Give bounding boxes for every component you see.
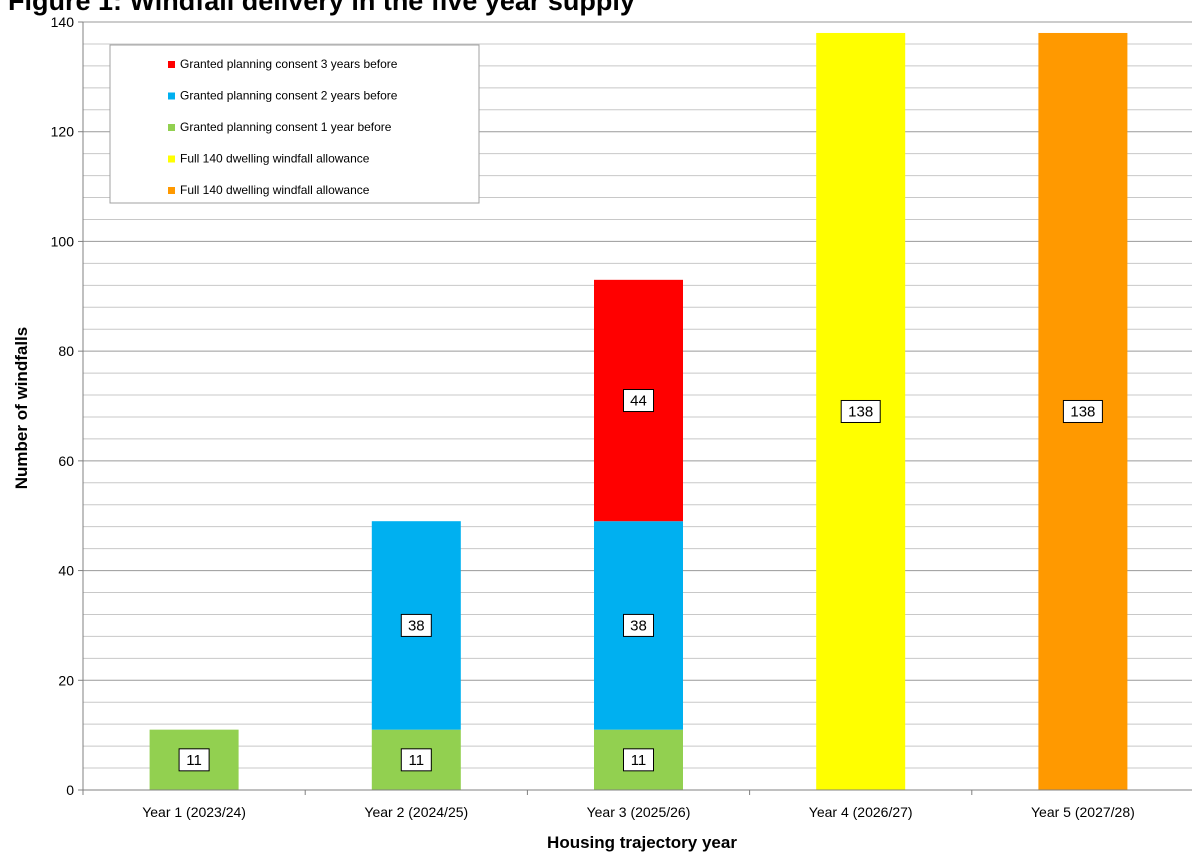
- legend-swatch: [168, 155, 175, 163]
- data-label: 138: [848, 403, 873, 420]
- legend-entry: Full 140 dwelling windfall allowance: [180, 183, 370, 197]
- data-label: 38: [408, 617, 425, 634]
- legend-entry: Granted planning consent 2 years before: [180, 89, 398, 103]
- data-label-box: [178, 748, 210, 772]
- legend-swatch: [168, 187, 175, 194]
- data-label: 11: [409, 752, 425, 769]
- axes: 0 20 40 60 80 100 120 140 Year 1 (2023/24) Year 2…: [51, 14, 1192, 820]
- x-tick-label: Year 1 (2023/24): [142, 804, 246, 820]
- y-tick-label: 100: [51, 233, 75, 249]
- x-tick-label: Year 5 (2027/28): [1031, 804, 1135, 820]
- legend-swatch: [168, 92, 175, 100]
- data-label: 11: [186, 752, 202, 769]
- data-label-box: [623, 748, 654, 772]
- data-label-box: [623, 389, 654, 413]
- chart-title: Figure 1: Windfall delivery in the five …: [8, 0, 635, 16]
- y-tick-label: 80: [58, 343, 74, 359]
- data-label-box: [1062, 399, 1103, 423]
- legend-entry: Granted planning consent 3 years before: [180, 57, 398, 71]
- y-tick-label: 20: [58, 672, 74, 688]
- data-label: 138: [1070, 403, 1095, 420]
- data-label-box: [400, 613, 432, 637]
- legend-entry: Granted planning consent 1 year before: [180, 120, 392, 134]
- y-tick-label: 60: [58, 453, 74, 469]
- data-labels: 11 11 38 11 38 44 138 138: [178, 389, 1103, 772]
- y-tick-label: 120: [51, 124, 75, 140]
- data-label: 38: [630, 617, 647, 634]
- data-label-box: [400, 748, 432, 772]
- x-tick-label: Year 3 (2025/26): [587, 804, 691, 820]
- legend-swatch: [168, 124, 175, 131]
- y-tick-label: 0: [66, 782, 74, 798]
- x-axis-title: Housing trajectory year: [547, 833, 737, 852]
- data-label: 11: [631, 752, 647, 769]
- x-tick-label: Year 4 (2026/27): [809, 804, 913, 820]
- legend-swatch: [168, 61, 175, 68]
- data-label-box: [840, 399, 881, 423]
- data-label: 44: [630, 393, 647, 410]
- x-tick-label: Year 2 (2024/25): [364, 804, 468, 820]
- y-axis-title: Number of windfalls: [12, 327, 31, 489]
- y-tick-label: 40: [58, 563, 74, 579]
- legend: Granted planning consent 3 years before G…: [109, 44, 480, 204]
- y-tick-label: 140: [51, 14, 75, 30]
- data-label-box: [623, 613, 654, 637]
- legend-entry: Full 140 dwelling windfall allowance: [180, 152, 370, 166]
